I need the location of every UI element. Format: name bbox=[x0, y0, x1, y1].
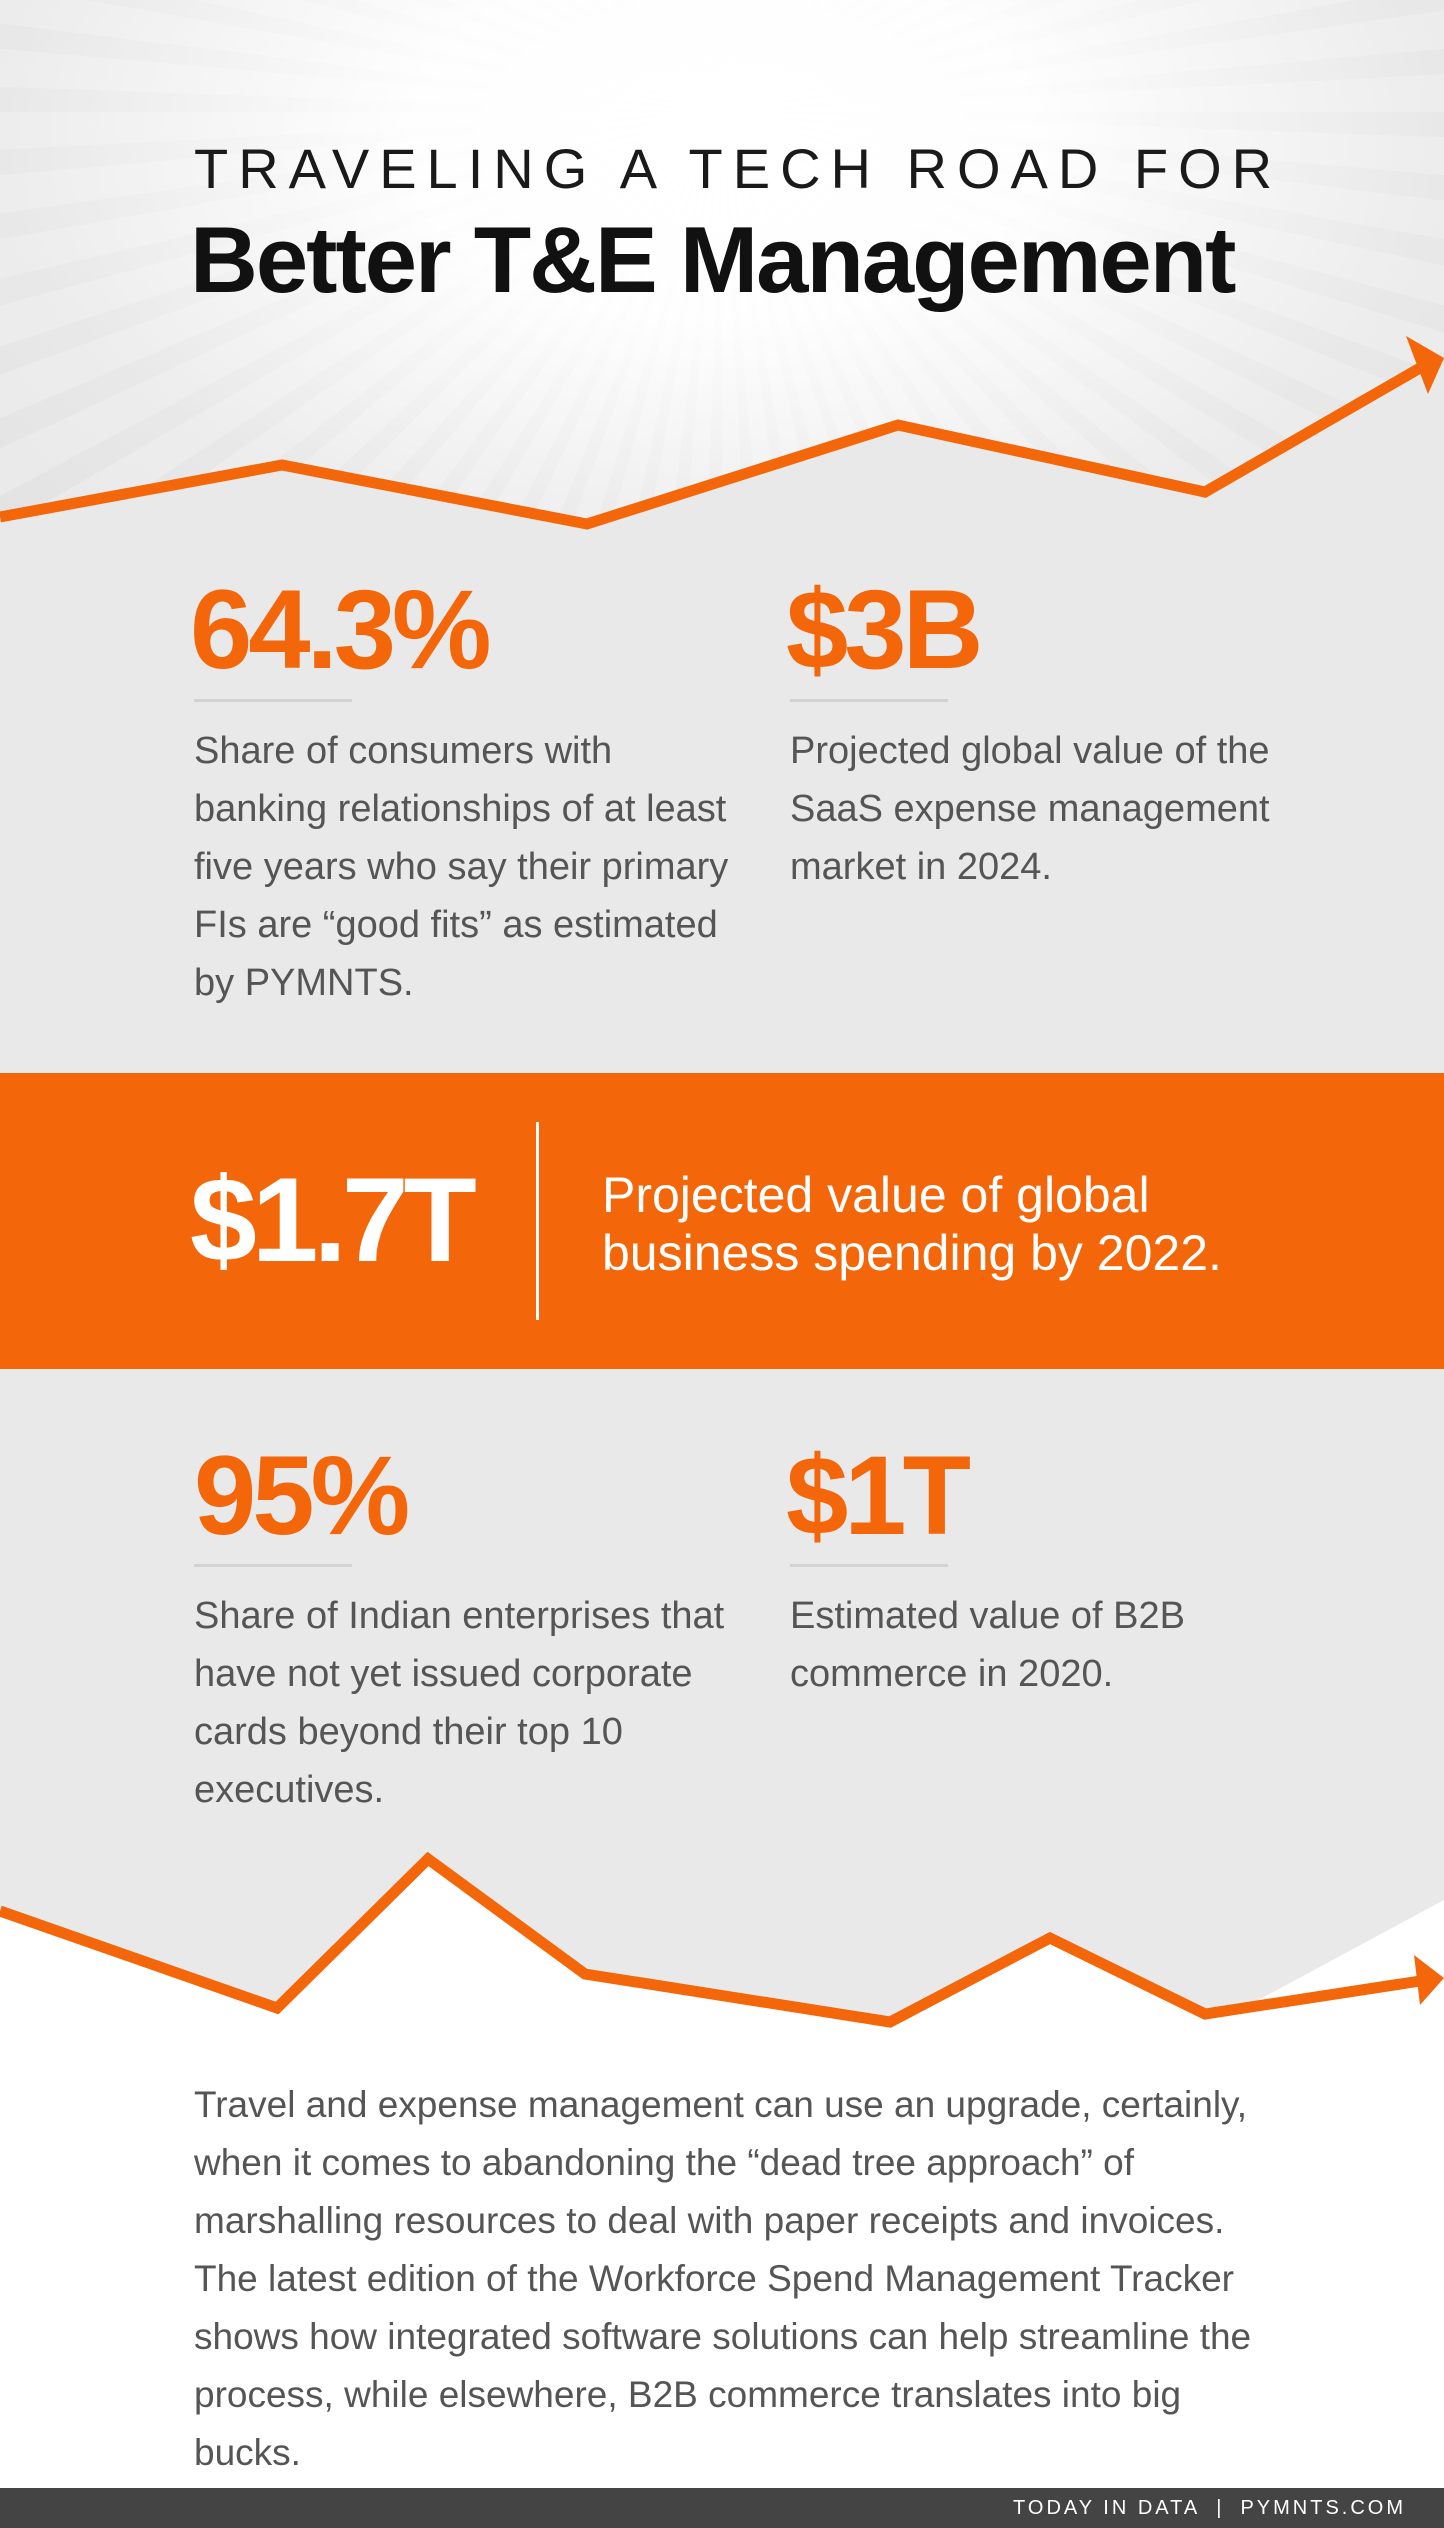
bottom-trend-line bbox=[0, 1851, 1421, 2028]
page-title: Better T&E Management bbox=[190, 207, 1236, 312]
stat-description-indian-enterprises: Share of Indian enterprises that have no… bbox=[194, 1595, 725, 1811]
footer-credit: TODAY IN DATA | PYMNTS.COM bbox=[1013, 2497, 1406, 2520]
stat-divider bbox=[790, 699, 948, 702]
stat-value-saas: $3B bbox=[786, 567, 983, 692]
stat-divider bbox=[194, 699, 352, 702]
header-background bbox=[0, 0, 1444, 560]
bottom-arrow-head-icon bbox=[1414, 1955, 1444, 2005]
highlight-value: $1.7T bbox=[190, 1153, 477, 1287]
summary-paragraph: Travel and expense management can use an… bbox=[194, 2084, 1252, 2473]
highlight-band bbox=[0, 1073, 1444, 1369]
stat-description-b2b: Estimated value of B2B commerce in 2020. bbox=[790, 1595, 1185, 1695]
footer-section-label: TODAY IN DATA bbox=[1013, 2497, 1201, 2519]
highlight-divider bbox=[536, 1122, 539, 1320]
footer-site-link[interactable]: PYMNTS.COM bbox=[1240, 2497, 1406, 2519]
stat-value-consumers: 64.3% bbox=[190, 567, 492, 692]
footer-bar bbox=[0, 2488, 1444, 2528]
stat-description-saas: Projected global value of the SaaS expen… bbox=[790, 730, 1270, 888]
highlight-description: Projected value of global business spend… bbox=[602, 1167, 1222, 1281]
footer-separator: | bbox=[1216, 2497, 1225, 2519]
stat-value-b2b: $1T bbox=[786, 1433, 971, 1558]
header-eyebrow: TRAVELING A TECH ROAD FOR bbox=[194, 137, 1283, 200]
stat-divider bbox=[790, 1564, 948, 1567]
stat-divider bbox=[194, 1564, 352, 1567]
stat-value-indian-enterprises: 95% bbox=[194, 1433, 410, 1558]
stat-description-consumers: Share of consumers with banking relation… bbox=[194, 730, 729, 1004]
top-arrow-head-icon bbox=[1406, 336, 1444, 394]
top-trend-line bbox=[0, 363, 1423, 530]
